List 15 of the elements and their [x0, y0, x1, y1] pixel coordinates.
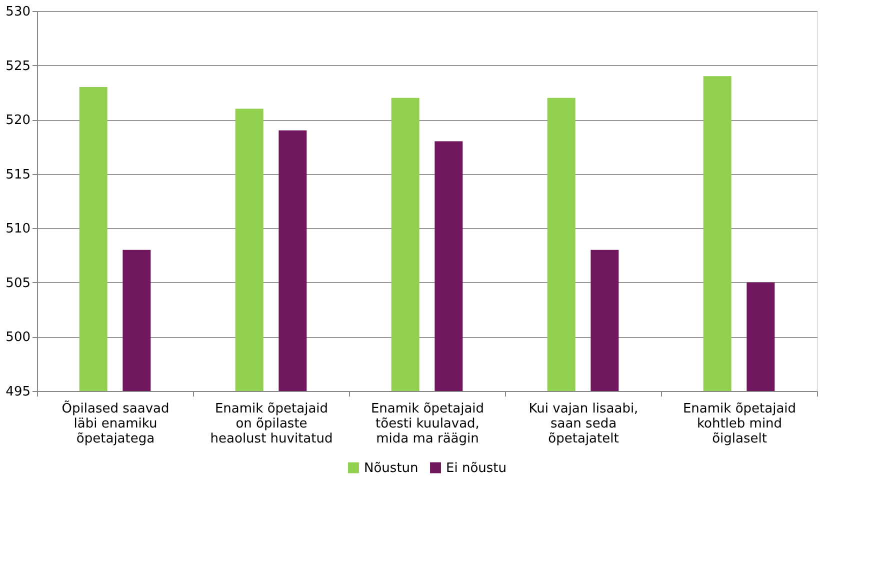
legend-label: Nõustun — [364, 460, 418, 476]
y-tick-label: 520 — [6, 113, 30, 128]
y-tick-label: 495 — [6, 384, 30, 400]
y-tick-label: 510 — [6, 222, 30, 237]
y-tick-label: 530 — [6, 4, 30, 20]
x-tick-label: Enamik õpetajaid tõesti kuulavad, mida ma räägin — [370, 402, 484, 446]
y-tick-label: 525 — [6, 58, 30, 74]
x-tick-label: Enamik õpetajaid kohtleb mind õiglaselt — [682, 402, 796, 446]
x-tick-label: Enamik õpetajaid on õpilaste heaolust huvitatud — [210, 402, 333, 446]
y-tick-label: 505 — [6, 276, 30, 291]
x-tick-label: Õpilased saavad läbi enamiku õpetajatega — [62, 400, 170, 446]
legend-label: Ei nõustu — [446, 460, 506, 476]
y-tick-label: 515 — [6, 167, 30, 182]
x-tick-label: Kui vajan lisaabi, saan seda õpetajatelt — [528, 402, 638, 446]
y-tick-label: 500 — [6, 330, 30, 346]
